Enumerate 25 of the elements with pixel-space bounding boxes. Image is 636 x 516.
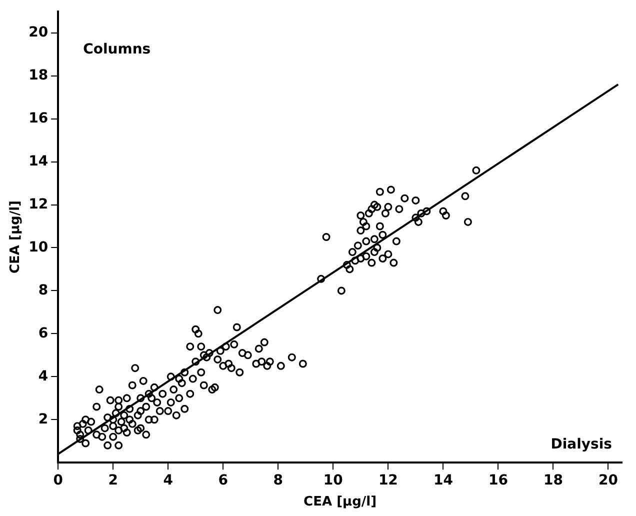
y-tick-label: 2 [38, 411, 48, 428]
y-tick-label: 18 [28, 68, 48, 84]
annotation: Columns [83, 41, 151, 58]
x-tick-label: 2 [108, 472, 118, 489]
y-tick-label: 4 [38, 368, 48, 384]
x-tick-label: 16 [488, 472, 508, 489]
annotation: Dialysis [550, 436, 612, 453]
y-tick-label: 16 [28, 110, 48, 126]
x-tick-label: 20 [598, 472, 618, 489]
x-tick-label: 10 [323, 472, 344, 489]
x-tick-label: 0 [53, 472, 64, 489]
x-tick-label: 14 [433, 472, 454, 489]
y-tick-label: 20 [28, 24, 48, 41]
x-tick-label: 4 [163, 472, 174, 489]
x-tick-label: 12 [378, 472, 398, 489]
x-tick-label: 6 [218, 472, 228, 489]
x-tick-label: 8 [273, 472, 284, 489]
y-axis-title: CEA [µg/l] [8, 200, 24, 274]
x-axis-title: CEA [µg/l] [304, 494, 377, 510]
x-tick-label: 18 [543, 472, 563, 489]
y-tick-label: 14 [28, 153, 48, 170]
y-tick-label: 12 [28, 196, 48, 212]
y-tick-label: 10 [28, 239, 48, 256]
y-tick-label: 8 [38, 282, 48, 298]
y-tick-label: 6 [38, 325, 48, 342]
